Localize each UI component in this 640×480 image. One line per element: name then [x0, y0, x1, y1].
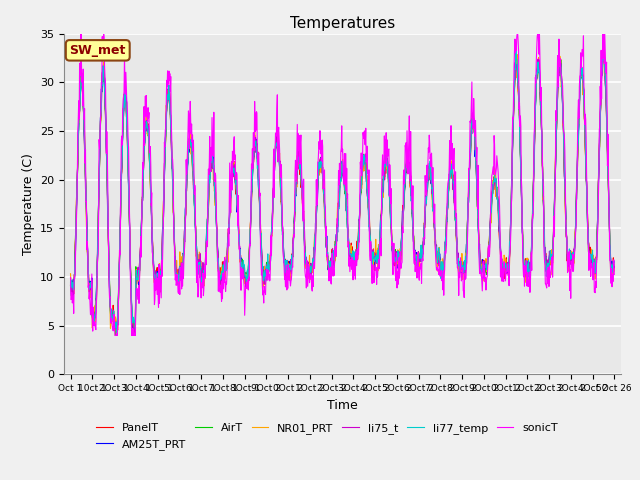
AirT	[600, 46, 608, 52]
PanelT	[159, 226, 166, 231]
AM25T_PRT	[611, 267, 618, 273]
NR01_PRT	[611, 266, 618, 272]
AirT	[159, 229, 166, 235]
AM25T_PRT	[67, 275, 74, 281]
sonicT	[77, 31, 84, 36]
li75_t	[611, 259, 618, 265]
NR01_PRT	[353, 250, 360, 256]
Line: li75_t: li75_t	[70, 48, 614, 334]
Line: sonicT: sonicT	[70, 34, 614, 336]
AM25T_PRT	[140, 174, 147, 180]
Line: li77_temp: li77_temp	[70, 46, 614, 335]
NR01_PRT	[140, 177, 147, 183]
PanelT	[600, 43, 608, 49]
Line: PanelT: PanelT	[70, 46, 614, 336]
li75_t	[303, 265, 310, 271]
sonicT	[365, 195, 372, 201]
li77_temp	[250, 144, 258, 150]
AirT	[353, 248, 360, 254]
NR01_PRT	[250, 138, 258, 144]
Line: AirT: AirT	[70, 49, 614, 336]
PanelT	[140, 168, 147, 174]
NR01_PRT	[159, 230, 166, 236]
sonicT	[159, 234, 167, 240]
PanelT	[67, 283, 74, 288]
Legend: PanelT, AM25T_PRT, AirT, NR01_PRT, li75_t, li77_temp, sonicT: PanelT, AM25T_PRT, AirT, NR01_PRT, li75_…	[92, 419, 563, 454]
sonicT	[140, 137, 147, 143]
Text: SW_met: SW_met	[70, 44, 126, 57]
Line: NR01_PRT: NR01_PRT	[70, 48, 614, 336]
li77_temp	[113, 332, 120, 337]
li77_temp	[611, 258, 618, 264]
li77_temp	[140, 175, 147, 180]
li75_t	[67, 281, 74, 287]
li75_t	[364, 196, 372, 202]
li75_t	[140, 174, 147, 180]
AirT	[250, 149, 258, 155]
sonicT	[303, 283, 311, 289]
AM25T_PRT	[353, 249, 360, 255]
AM25T_PRT	[129, 327, 136, 333]
PanelT	[611, 264, 618, 270]
li77_temp	[353, 254, 360, 260]
sonicT	[251, 98, 259, 104]
li75_t	[159, 226, 166, 231]
NR01_PRT	[303, 264, 310, 270]
li77_temp	[600, 43, 608, 49]
li75_t	[600, 46, 608, 51]
NR01_PRT	[113, 333, 120, 338]
sonicT	[611, 272, 618, 277]
NR01_PRT	[364, 204, 372, 210]
X-axis label: Time: Time	[327, 399, 358, 412]
AM25T_PRT	[250, 143, 258, 149]
sonicT	[353, 248, 361, 254]
AirT	[111, 333, 119, 338]
AirT	[303, 266, 310, 272]
PanelT	[353, 245, 360, 251]
li77_temp	[67, 279, 74, 285]
NR01_PRT	[600, 45, 607, 51]
li77_temp	[364, 201, 372, 207]
AM25T_PRT	[159, 226, 166, 231]
li75_t	[131, 331, 138, 336]
PanelT	[250, 141, 258, 147]
li75_t	[353, 259, 360, 264]
li75_t	[250, 145, 258, 151]
AirT	[611, 262, 618, 268]
AirT	[67, 283, 74, 288]
Line: AM25T_PRT: AM25T_PRT	[70, 54, 614, 330]
li77_temp	[303, 264, 310, 270]
Y-axis label: Temperature (C): Temperature (C)	[22, 153, 35, 255]
PanelT	[364, 204, 372, 210]
AirT	[364, 202, 372, 208]
sonicT	[67, 275, 74, 280]
NR01_PRT	[67, 271, 74, 276]
AM25T_PRT	[600, 51, 608, 57]
AM25T_PRT	[364, 195, 372, 201]
Title: Temperatures: Temperatures	[290, 16, 395, 31]
AM25T_PRT	[303, 266, 310, 272]
PanelT	[303, 261, 310, 266]
li77_temp	[159, 240, 166, 246]
PanelT	[131, 333, 139, 338]
AirT	[140, 176, 147, 182]
sonicT	[111, 333, 119, 338]
